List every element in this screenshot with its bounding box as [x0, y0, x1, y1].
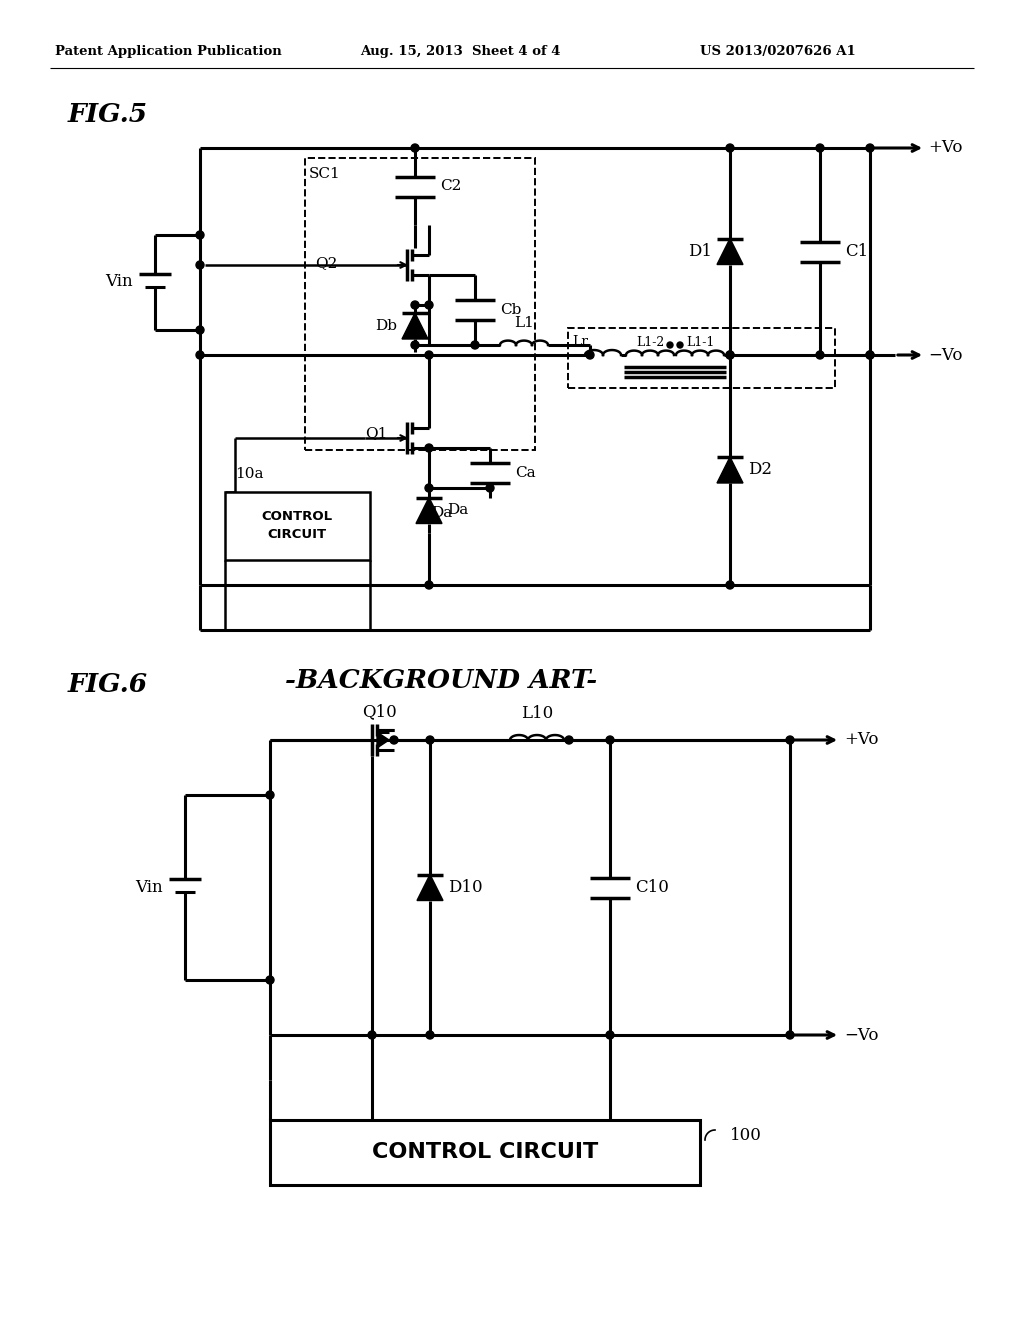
Circle shape — [425, 301, 433, 309]
Circle shape — [565, 737, 573, 744]
Text: Db: Db — [375, 319, 397, 333]
Polygon shape — [717, 239, 743, 264]
Text: Lr: Lr — [572, 335, 588, 348]
Text: 10a: 10a — [234, 467, 263, 480]
Text: Ca: Ca — [515, 466, 536, 480]
Circle shape — [866, 351, 874, 359]
Circle shape — [266, 975, 274, 983]
Text: Da: Da — [431, 506, 453, 520]
Circle shape — [196, 261, 204, 269]
Text: D2: D2 — [748, 462, 772, 479]
Text: Aug. 15, 2013  Sheet 4 of 4: Aug. 15, 2013 Sheet 4 of 4 — [360, 45, 560, 58]
Text: Vin: Vin — [105, 273, 133, 290]
Polygon shape — [402, 313, 428, 339]
Text: Patent Application Publication: Patent Application Publication — [55, 45, 282, 58]
Text: +Vo: +Vo — [928, 140, 963, 157]
Text: Q1: Q1 — [365, 426, 387, 440]
Text: −Vo: −Vo — [928, 346, 963, 363]
Circle shape — [425, 351, 433, 359]
Bar — [305, 158, 535, 450]
Text: D10: D10 — [449, 879, 482, 896]
Circle shape — [866, 351, 874, 359]
Text: L1: L1 — [514, 315, 534, 330]
Circle shape — [606, 1031, 614, 1039]
Circle shape — [786, 1031, 794, 1039]
Polygon shape — [717, 457, 743, 483]
Circle shape — [726, 581, 734, 589]
Bar — [568, 327, 835, 388]
Circle shape — [667, 342, 673, 348]
Circle shape — [726, 144, 734, 152]
Text: L1-1: L1-1 — [686, 335, 714, 348]
Text: +Vo: +Vo — [844, 731, 879, 748]
Text: C1: C1 — [845, 243, 868, 260]
Circle shape — [471, 341, 479, 348]
Circle shape — [866, 144, 874, 152]
Circle shape — [677, 342, 683, 348]
Circle shape — [368, 1031, 376, 1039]
Circle shape — [726, 351, 734, 359]
Circle shape — [196, 231, 204, 239]
Text: SC1: SC1 — [309, 168, 341, 181]
Text: L10: L10 — [521, 705, 553, 722]
Text: Vin: Vin — [135, 879, 163, 895]
Circle shape — [426, 737, 434, 744]
Text: CIRCUIT: CIRCUIT — [267, 528, 327, 541]
Text: Q2: Q2 — [315, 256, 337, 271]
Text: −Vo: −Vo — [844, 1027, 879, 1044]
Text: 100: 100 — [730, 1126, 762, 1143]
Text: CONTROL: CONTROL — [261, 511, 333, 524]
Circle shape — [786, 737, 794, 744]
Text: C2: C2 — [440, 180, 462, 194]
Circle shape — [411, 144, 419, 152]
Text: CONTROL CIRCUIT: CONTROL CIRCUIT — [372, 1142, 598, 1162]
Circle shape — [586, 351, 594, 359]
Text: Q10: Q10 — [362, 704, 396, 721]
Circle shape — [390, 737, 398, 744]
Text: Da: Da — [447, 503, 468, 517]
Circle shape — [726, 351, 734, 359]
Circle shape — [816, 351, 824, 359]
Circle shape — [196, 326, 204, 334]
Polygon shape — [377, 733, 389, 748]
Circle shape — [425, 444, 433, 451]
Text: D1: D1 — [688, 243, 712, 260]
Text: FIG.6: FIG.6 — [68, 672, 148, 697]
Polygon shape — [416, 498, 442, 524]
Circle shape — [266, 791, 274, 799]
Text: FIG.5: FIG.5 — [68, 103, 148, 128]
Circle shape — [425, 484, 433, 492]
Circle shape — [411, 341, 419, 348]
Circle shape — [411, 301, 419, 309]
Text: US 2013/0207626 A1: US 2013/0207626 A1 — [700, 45, 856, 58]
Text: -BACKGROUND ART-: -BACKGROUND ART- — [285, 668, 597, 693]
Bar — [225, 492, 370, 560]
Text: Cb: Cb — [500, 304, 521, 317]
Text: C10: C10 — [635, 879, 669, 896]
Circle shape — [425, 581, 433, 589]
Text: L1-2: L1-2 — [636, 335, 665, 348]
Circle shape — [816, 144, 824, 152]
Circle shape — [486, 484, 494, 492]
Circle shape — [426, 1031, 434, 1039]
Bar — [270, 1119, 700, 1185]
Circle shape — [606, 737, 614, 744]
Circle shape — [196, 351, 204, 359]
Polygon shape — [417, 874, 443, 900]
